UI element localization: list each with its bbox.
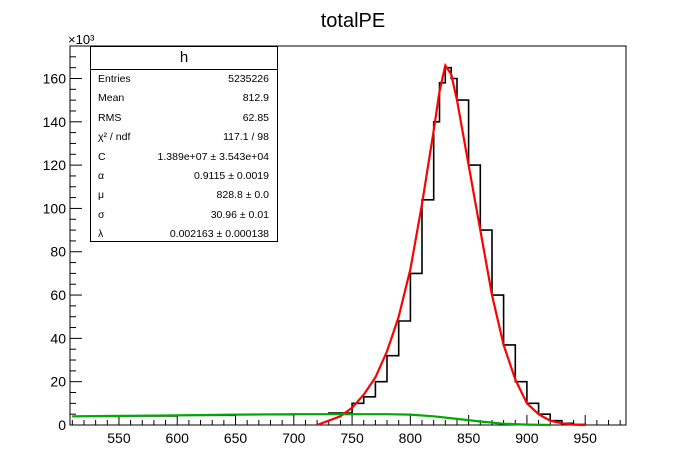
stats-label: Mean	[98, 92, 125, 105]
stats-value: 0.002163 ± 0.000138	[169, 228, 269, 241]
plot-frame	[69, 45, 627, 426]
y-tick-label-3: 60	[50, 287, 66, 303]
y-tick-label-4: 80	[50, 244, 66, 260]
stats-value: 62.85	[242, 111, 269, 124]
stats-row: RMS 62.85	[91, 109, 277, 128]
stats-row: σ 30.96 ± 0.01	[91, 206, 277, 225]
stats-value: 828.8 ± 0.0	[216, 189, 269, 202]
stats-label: μ	[98, 189, 105, 202]
stats-label: C	[98, 150, 106, 163]
y-tick-label-1: 20	[50, 374, 66, 390]
stats-row: α 0.9115 ± 0.0019	[91, 167, 277, 186]
y-scale-label: ×10³	[68, 32, 95, 47]
chart-title: totalPE	[321, 10, 385, 32]
series-fit	[316, 62, 586, 427]
stats-box: h Entries 5235226 Mean 812.9 RMS 62.85 χ² / nd…	[90, 46, 278, 242]
stats-row: χ² / ndf 117.1 / 98	[91, 128, 277, 147]
x-tick-label-7: 900	[515, 430, 539, 446]
x-tick-label-6: 850	[457, 430, 481, 446]
y-tick-label-5: 100	[43, 200, 67, 216]
x-tick-label-4: 750	[340, 430, 364, 446]
x-tick-label-5: 800	[399, 430, 423, 446]
stats-value: 30.96 ± 0.01	[210, 208, 269, 221]
stats-label: α	[98, 169, 105, 182]
x-tick-label-3: 700	[282, 430, 306, 446]
y-tick-label-2: 40	[50, 330, 66, 346]
series-group	[72, 62, 586, 427]
stats-rows: Entries 5235226 Mean 812.9 RMS 62.85 χ² / ndf 1…	[91, 70, 277, 245]
stats-value: 812.9	[242, 92, 269, 105]
y-tick-label-8: 160	[43, 70, 67, 86]
stats-row: Mean 812.9	[91, 89, 277, 108]
y-tick-label-6: 120	[43, 157, 67, 173]
x-tick-label-2: 650	[224, 430, 248, 446]
stats-title: h	[91, 47, 277, 70]
stats-value: 5235226	[228, 73, 269, 85]
y-tick-label-7: 140	[43, 114, 67, 130]
stats-row: Entries 5235226	[91, 70, 277, 89]
stats-label: λ	[98, 228, 104, 241]
stats-value: 1.389e+07 ± 3.543e+04	[157, 150, 269, 163]
stats-label: RMS	[98, 111, 122, 124]
series-background-component	[72, 413, 551, 427]
stats-row: λ 0.002163 ± 0.000138	[91, 225, 277, 244]
x-tick-label-1: 600	[166, 430, 190, 446]
stats-value: 0.9115 ± 0.0019	[193, 169, 269, 182]
stats-row: C 1.389e+07 ± 3.543e+04	[91, 148, 277, 167]
stats-value: 117.1 / 98	[223, 131, 269, 144]
stats-label: χ² / ndf	[98, 131, 131, 144]
x-tick-label-0: 550	[107, 430, 131, 446]
stats-row: μ 828.8 ± 0.0	[91, 186, 277, 205]
axis-ticks: 550 600 650 700 750 800 850 900 950 0 20 40 60 80 100 1…	[43, 56, 621, 446]
stats-label: Entries	[98, 73, 131, 85]
x-tick-label-8: 950	[574, 430, 598, 446]
stats-label: σ	[98, 208, 105, 221]
y-tick-label-0: 0	[58, 417, 66, 433]
